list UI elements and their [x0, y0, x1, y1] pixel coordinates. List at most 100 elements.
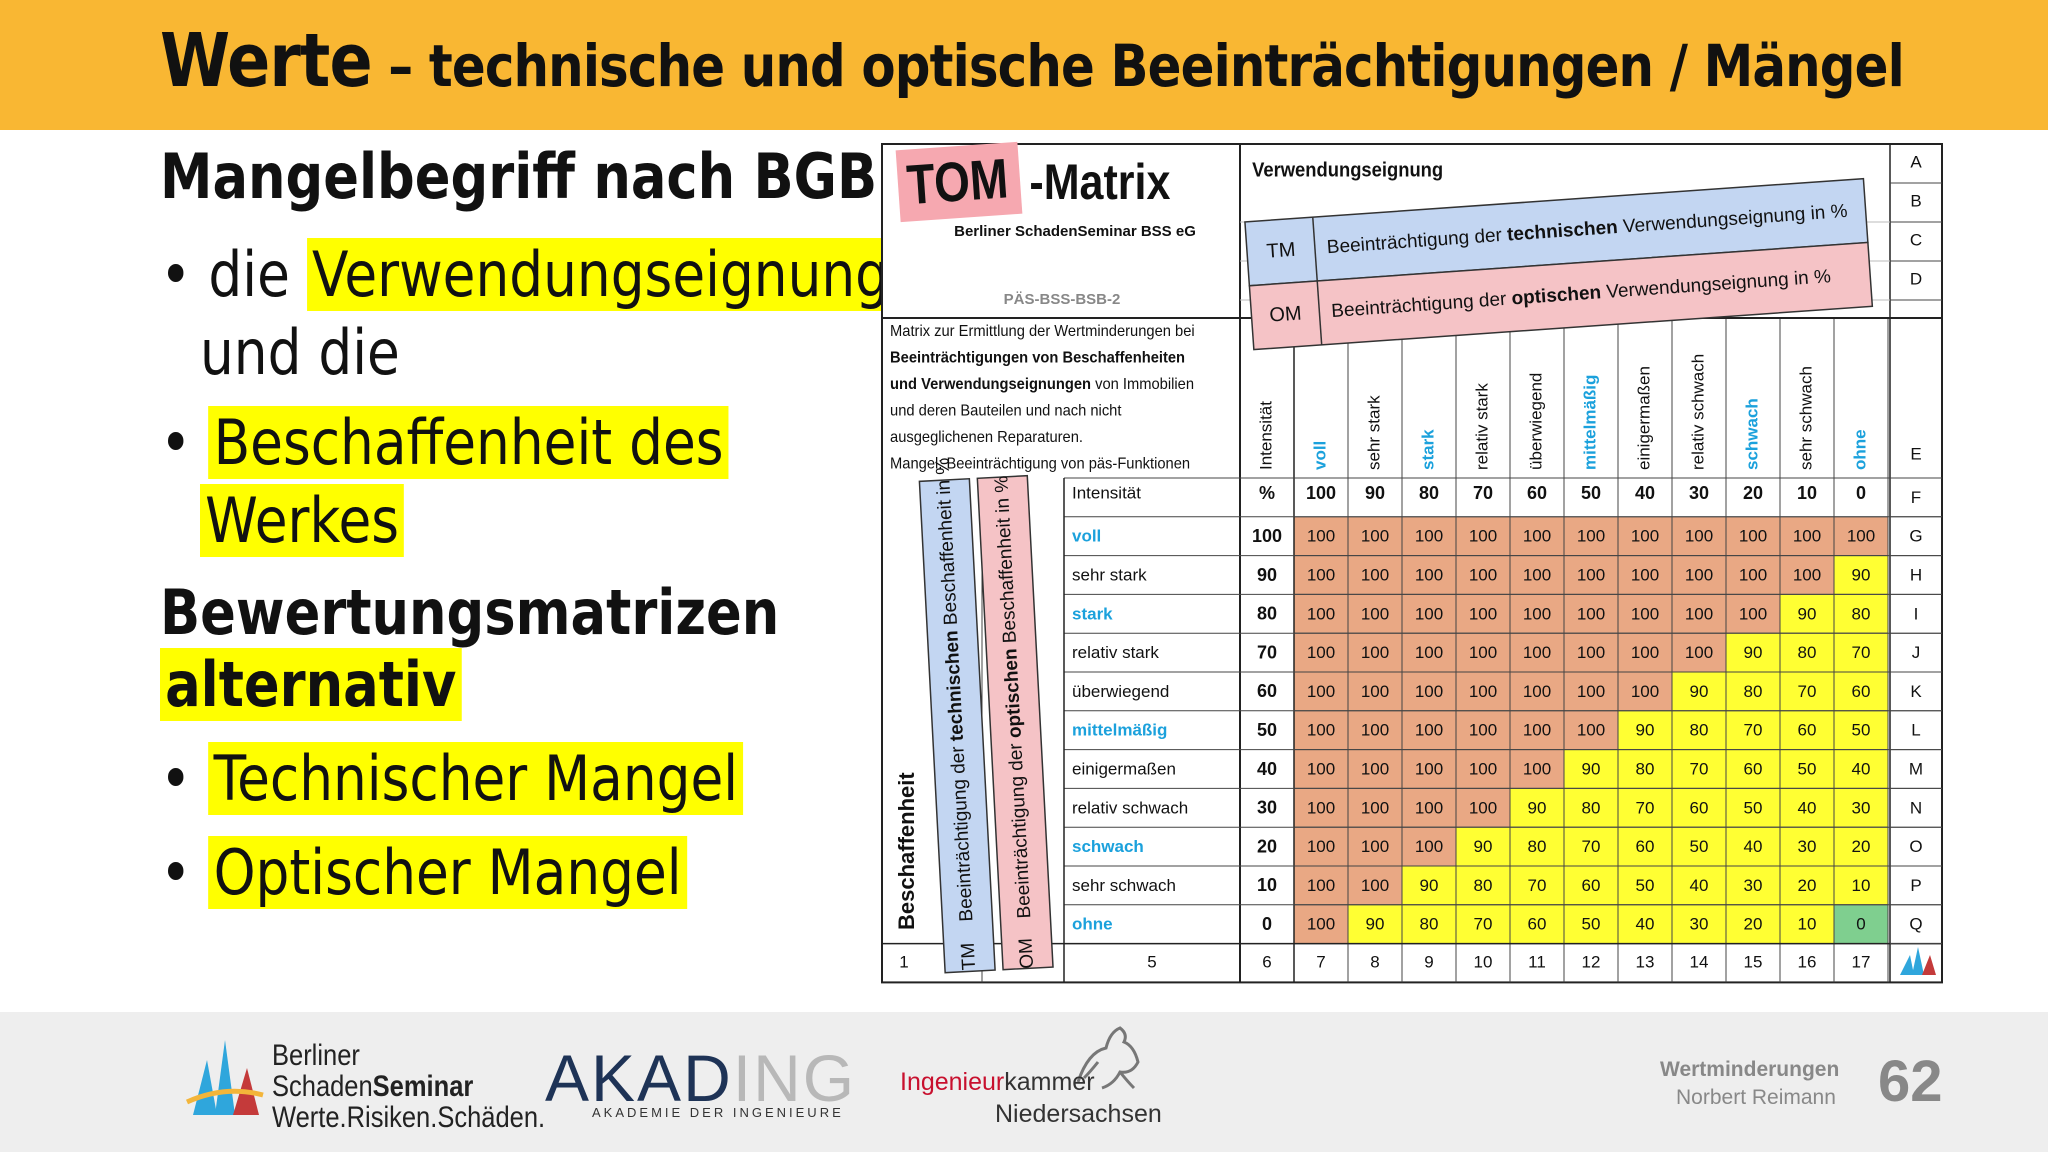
matrix-cell — [1671, 516, 1727, 557]
cell-value: 90 — [1474, 837, 1493, 856]
column-value: 50 — [1581, 483, 1601, 503]
row-letter: B — [1910, 191, 1921, 210]
row-percent: 20 — [1257, 836, 1277, 856]
cell-value: 100 — [1577, 604, 1605, 623]
cell-value: 40 — [1852, 759, 1871, 778]
cell-value: 100 — [1415, 682, 1443, 701]
column-value: 10 — [1797, 483, 1817, 503]
matrix-cell — [1455, 516, 1511, 557]
akading-logo: AKADING — [545, 1041, 857, 1115]
cell-value: 100 — [1307, 915, 1335, 934]
row-letter: E — [1910, 444, 1921, 463]
cell-value: 80 — [1582, 798, 1601, 817]
tom-badge — [895, 141, 1023, 223]
cell-value: 70 — [1744, 721, 1763, 740]
ingenieurkammer-region: Niedersachsen — [995, 1100, 1162, 1128]
footer-author: Norbert Reimann — [1676, 1086, 1836, 1109]
row-letter: A — [1910, 152, 1922, 171]
cell-value: 50 — [1798, 759, 1817, 778]
column-value: 100 — [1306, 483, 1336, 503]
row-percent: 100 — [1252, 526, 1282, 546]
matrix-cell — [1617, 710, 1673, 751]
row-percent: 50 — [1257, 720, 1277, 740]
cell-value: 60 — [1582, 876, 1601, 895]
cell-value: 100 — [1739, 604, 1767, 623]
column-number: 15 — [1744, 952, 1763, 971]
cell-value: 70 — [1474, 915, 1493, 934]
cell-value: 100 — [1685, 643, 1713, 662]
row-label: stark — [1072, 604, 1113, 623]
row-percent: 70 — [1257, 642, 1277, 662]
title-rest: – technische und optische Beeinträchtigu… — [388, 32, 1904, 100]
cell-value: 40 — [1636, 915, 1655, 934]
column-value: 90 — [1365, 483, 1385, 503]
tm-label: TM — [1266, 239, 1296, 263]
cell-value: 100 — [1361, 643, 1389, 662]
column-number: 13 — [1636, 952, 1655, 971]
matrix-cell — [1833, 749, 1889, 789]
cell-value: 100 — [1523, 682, 1551, 701]
band-divider — [1312, 217, 1323, 345]
cell-value: 20 — [1798, 876, 1817, 895]
heading-alternativ: alternativ — [160, 648, 462, 721]
side-om-band — [976, 474, 1054, 971]
cell-value: 50 — [1744, 798, 1763, 817]
row-letter: N — [1910, 798, 1922, 817]
row-label: voll — [1072, 527, 1101, 546]
matrix-cell — [1725, 632, 1781, 673]
cell-value: 30 — [1852, 798, 1871, 817]
cell-value: 60 — [1744, 759, 1763, 778]
matrix-cell — [1509, 671, 1565, 712]
cell-value: 70 — [1528, 876, 1547, 895]
column-value: 20 — [1743, 483, 1763, 503]
matrix-cell — [1779, 632, 1835, 673]
matrix-description-line: Mangel: Beeinträchtigung von päs-Funktio… — [890, 455, 1190, 473]
matrix-cell — [1401, 826, 1457, 867]
matrix-description-line: und deren Bauteilen und nach nicht — [890, 402, 1122, 420]
cell-value: 100 — [1307, 759, 1335, 778]
akading-subtitle: AKADEMIE DER INGENIEURE — [592, 1105, 844, 1120]
bullet-optischer-mangel: • Optischer Mangel — [160, 836, 687, 909]
cell-value: 80 — [1798, 643, 1817, 662]
matrix-cell — [1671, 865, 1727, 906]
side-band: Beeinträchtigung der technischen Beschaf… — [918, 457, 1054, 974]
cell-value: 100 — [1361, 759, 1389, 778]
column-number: 9 — [1424, 952, 1433, 971]
cell-value: 100 — [1469, 565, 1497, 584]
column-value: 70 — [1473, 483, 1493, 503]
cell-value: 90 — [1690, 682, 1709, 701]
cell-value: 60 — [1852, 682, 1871, 701]
corner-logo-part — [1922, 955, 1936, 975]
column-label: stark — [1418, 429, 1437, 470]
matrix-cell — [1293, 904, 1349, 945]
matrix-cell — [1779, 787, 1835, 828]
cell-value: 50 — [1852, 721, 1871, 740]
cell-value: 70 — [1798, 682, 1817, 701]
column-label: sehr stark — [1364, 395, 1383, 470]
row-percent: 40 — [1257, 759, 1277, 779]
cell-value: 40 — [1690, 876, 1709, 895]
bullet-verwendungseignung: • die Verwendungseignung — [160, 238, 895, 311]
cell-value: 100 — [1523, 721, 1551, 740]
column-label: voll — [1310, 441, 1329, 470]
cell-value: 90 — [1528, 798, 1547, 817]
column-number: 10 — [1474, 952, 1493, 971]
cell-value: 40 — [1744, 837, 1763, 856]
page-number: 62 — [1878, 1049, 1943, 1114]
cell-value: 80 — [1852, 604, 1871, 623]
cell-value: 100 — [1361, 682, 1389, 701]
matrix-cell — [1563, 865, 1619, 906]
cell-value: 100 — [1307, 565, 1335, 584]
column-label-intensitaet: Intensität — [1256, 401, 1275, 470]
cell-value: 100 — [1415, 643, 1443, 662]
column-label: überwiegend — [1526, 373, 1545, 470]
cell-value: 100 — [1577, 565, 1605, 584]
row-letter: L — [1911, 721, 1920, 740]
column-number: 7 — [1316, 952, 1325, 971]
cell-value: 100 — [1361, 565, 1389, 584]
highlight-werkes: Werkes — [200, 484, 405, 557]
bullet-technischer-mangel: • Technischer Mangel — [160, 742, 744, 815]
highlight-alternativ: alternativ — [160, 648, 462, 721]
cell-value: 100 — [1793, 565, 1821, 584]
